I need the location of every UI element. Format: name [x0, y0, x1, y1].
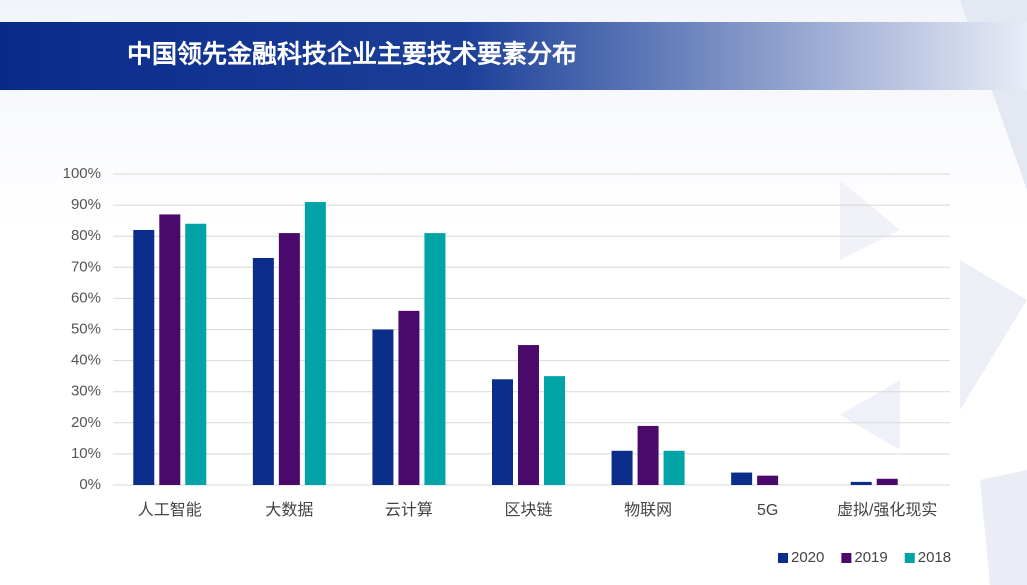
bar	[663, 450, 685, 485]
bar	[850, 481, 872, 485]
bar	[278, 233, 300, 485]
bar	[252, 257, 274, 485]
legend-label: 2019	[854, 549, 887, 566]
bar	[492, 379, 513, 485]
legend-label: 2018	[918, 549, 951, 566]
x-tick-label: 云计算	[385, 500, 433, 519]
legend-label: 2020	[791, 549, 824, 566]
bar	[544, 376, 565, 485]
bar	[372, 329, 394, 485]
legend-swatch	[778, 553, 788, 563]
bar	[876, 478, 898, 485]
decoration	[960, 260, 1027, 410]
legend-swatch	[904, 553, 915, 563]
y-tick-label: 60%	[71, 289, 101, 306]
x-tick-label: 人工智能	[138, 501, 202, 519]
x-tick-label: 大数据	[265, 501, 313, 519]
legend-swatch	[841, 553, 852, 563]
decoration	[840, 380, 900, 450]
bar	[133, 229, 155, 485]
y-tick-label: 30%	[71, 383, 101, 400]
bar	[424, 233, 446, 485]
bar	[185, 223, 207, 485]
y-tick-label: 10%	[71, 445, 101, 462]
bar	[611, 450, 633, 485]
chart-title: 中国领先金融科技企业主要技术要素分布	[127, 40, 577, 69]
y-tick-label: 80%	[71, 227, 101, 244]
decoration	[840, 180, 900, 260]
title-banner	[0, 22, 1027, 90]
bar	[304, 201, 326, 486]
y-tick-label: 70%	[71, 258, 101, 275]
bar	[731, 472, 753, 485]
y-tick-label: 50%	[71, 320, 101, 337]
bar	[398, 310, 420, 485]
x-tick-label: 虚拟/强化现实	[837, 501, 937, 519]
decoration	[980, 470, 1027, 585]
y-tick-label: 40%	[71, 352, 101, 369]
y-tick-label: 0%	[79, 476, 101, 493]
x-tick-label: 物联网	[624, 501, 672, 519]
x-tick-label: 区块链	[504, 501, 552, 519]
y-tick-label: 100%	[63, 165, 101, 182]
y-tick-label: 20%	[71, 414, 101, 431]
x-tick-label: 5G	[757, 502, 778, 519]
bar	[518, 345, 539, 485]
bar	[159, 214, 181, 485]
y-tick-label: 90%	[71, 196, 101, 213]
bar	[637, 425, 659, 485]
bar	[757, 475, 779, 485]
